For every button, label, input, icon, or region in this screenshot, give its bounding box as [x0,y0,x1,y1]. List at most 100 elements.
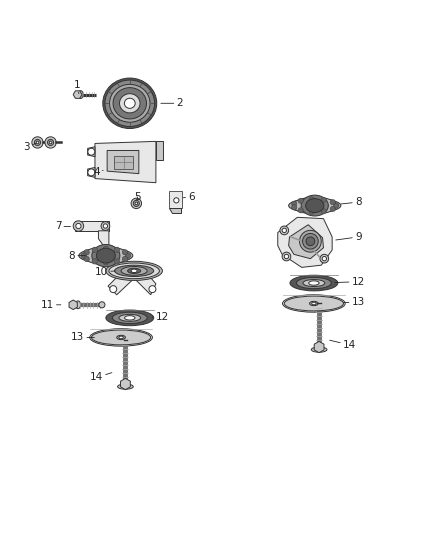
FancyBboxPatch shape [169,191,182,208]
Circle shape [101,222,110,230]
Circle shape [280,226,289,235]
Circle shape [298,198,304,204]
Text: 14: 14 [330,340,356,350]
Circle shape [76,223,81,229]
Ellipse shape [303,279,325,287]
Ellipse shape [309,281,319,285]
Ellipse shape [284,296,343,311]
Circle shape [292,205,297,210]
Text: 7: 7 [55,221,71,231]
Ellipse shape [106,261,162,280]
Polygon shape [156,141,163,160]
Ellipse shape [289,199,341,213]
Text: 13: 13 [344,297,365,307]
Circle shape [135,202,138,205]
Text: 10: 10 [95,266,115,277]
Polygon shape [75,221,109,231]
Circle shape [321,197,326,203]
Ellipse shape [78,91,83,99]
Ellipse shape [300,230,321,252]
FancyBboxPatch shape [114,156,133,169]
Ellipse shape [119,336,123,339]
Polygon shape [136,271,156,295]
Text: 6: 6 [184,192,195,202]
Circle shape [334,203,339,208]
Circle shape [84,256,89,262]
Ellipse shape [117,384,133,389]
Circle shape [309,197,314,202]
Ellipse shape [75,301,81,309]
Ellipse shape [120,94,140,113]
Ellipse shape [79,248,133,263]
Polygon shape [107,150,139,174]
Polygon shape [108,271,132,295]
Circle shape [103,260,109,265]
Ellipse shape [301,195,328,216]
Circle shape [320,254,328,263]
Text: 11: 11 [40,300,61,310]
Ellipse shape [297,277,331,289]
Ellipse shape [92,330,151,345]
Ellipse shape [127,268,141,273]
Circle shape [88,169,95,176]
Ellipse shape [106,310,154,326]
Polygon shape [88,167,95,177]
Circle shape [114,247,120,253]
Ellipse shape [124,98,135,108]
Circle shape [88,148,95,155]
Polygon shape [169,208,181,213]
Circle shape [131,198,141,208]
Ellipse shape [117,335,125,340]
Text: 3: 3 [23,142,36,152]
Circle shape [125,253,131,259]
Circle shape [282,252,291,261]
Ellipse shape [113,312,147,324]
Circle shape [330,206,336,212]
Circle shape [47,140,53,146]
Circle shape [114,259,120,264]
Circle shape [298,208,304,213]
Ellipse shape [283,295,345,312]
Text: 8: 8 [341,197,362,207]
Circle shape [49,141,52,144]
Text: 8: 8 [69,251,86,261]
Ellipse shape [109,263,159,279]
Ellipse shape [306,199,324,213]
Circle shape [35,140,41,146]
Circle shape [36,141,39,144]
Circle shape [149,286,156,293]
Circle shape [292,201,297,206]
Ellipse shape [96,248,115,263]
Polygon shape [99,231,109,246]
Circle shape [309,209,314,214]
Ellipse shape [115,265,154,277]
Polygon shape [88,147,95,157]
Ellipse shape [312,302,316,305]
Ellipse shape [92,245,120,266]
Ellipse shape [90,329,152,346]
Ellipse shape [310,301,318,305]
Text: 12: 12 [335,277,365,287]
Ellipse shape [113,87,146,119]
Circle shape [81,253,86,259]
Text: 4: 4 [93,167,103,176]
Ellipse shape [311,347,327,352]
Text: 13: 13 [71,333,94,342]
Circle shape [322,256,326,261]
Text: 9: 9 [336,232,362,242]
Ellipse shape [83,247,129,264]
Circle shape [282,228,286,232]
Text: 12: 12 [152,312,169,321]
Circle shape [103,224,108,228]
Ellipse shape [105,80,155,126]
Polygon shape [95,141,156,183]
Text: 1: 1 [74,79,81,94]
Circle shape [45,137,56,148]
Circle shape [32,137,43,148]
Circle shape [122,256,128,262]
Ellipse shape [306,237,315,246]
Ellipse shape [303,233,318,249]
Polygon shape [289,225,323,259]
Circle shape [110,286,117,293]
Circle shape [103,246,109,252]
